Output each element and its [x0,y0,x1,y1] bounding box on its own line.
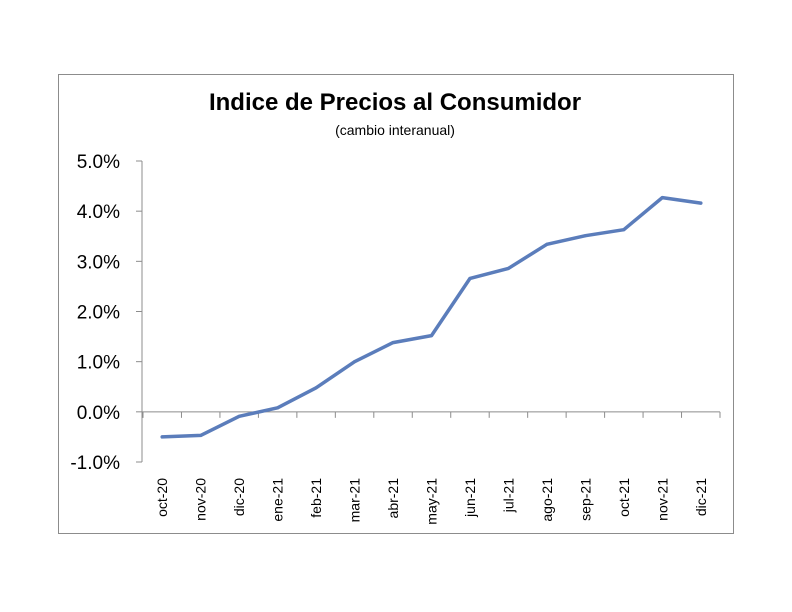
data-point [545,242,549,246]
chart-subtitle: (cambio interanual) [335,122,455,138]
data-point [468,276,472,280]
x-tick-label: oct-21 [616,478,632,517]
y-tick-label: 5.0% [77,152,120,173]
x-tick-label: nov-21 [654,478,670,521]
y-axis-ticks: 5.0% 4.0% 3.0% 2.0% 1.0% 0.0% -1.0% [70,152,142,474]
data-point [391,341,395,345]
x-tick-label: ago-21 [539,478,555,522]
x-tick-label: mar-21 [347,478,363,523]
x-tick-label: jul-21 [500,478,516,513]
series-group [160,195,703,439]
chart-title: Indice de Precios al Consumidor [209,89,581,116]
data-point [199,433,203,437]
series-line [160,195,703,439]
data-point [237,414,241,418]
x-tick-label: dic-20 [231,478,247,516]
data-point [506,266,510,270]
y-tick-label: 4.0% [77,202,120,223]
data-point [622,228,626,232]
x-tick-label: oct-20 [154,478,170,517]
x-tick-label: dic-21 [693,478,709,516]
y-tick-label: 0.0% [77,403,120,424]
y-tick-label: 1.0% [77,353,120,374]
data-point [276,406,280,410]
x-tick-label: abr-21 [385,478,401,519]
x-tick-label: ene-21 [270,478,286,522]
y-tick-label: 2.0% [77,303,120,324]
data-point [583,234,587,238]
chart-frame [58,74,734,534]
x-tick-label: jun-21 [462,478,478,518]
x-tick-label: may-21 [424,478,440,525]
data-point [353,360,357,364]
x-tick-label: nov-20 [193,478,209,521]
data-point [699,201,703,205]
data-point [660,196,664,200]
chart-axes [141,161,720,462]
x-tick-label: sep-21 [577,478,593,521]
x-tick-label: feb-21 [308,478,324,518]
y-tick-label: 3.0% [77,252,120,273]
data-point [314,386,318,390]
y-tick-label: -1.0% [70,453,120,474]
data-point [430,334,433,338]
x-axis-ticks: oct-20 nov-20 dic-20 ene-21 feb-21 mar-21 abr-… [142,411,721,525]
data-point [160,435,164,439]
